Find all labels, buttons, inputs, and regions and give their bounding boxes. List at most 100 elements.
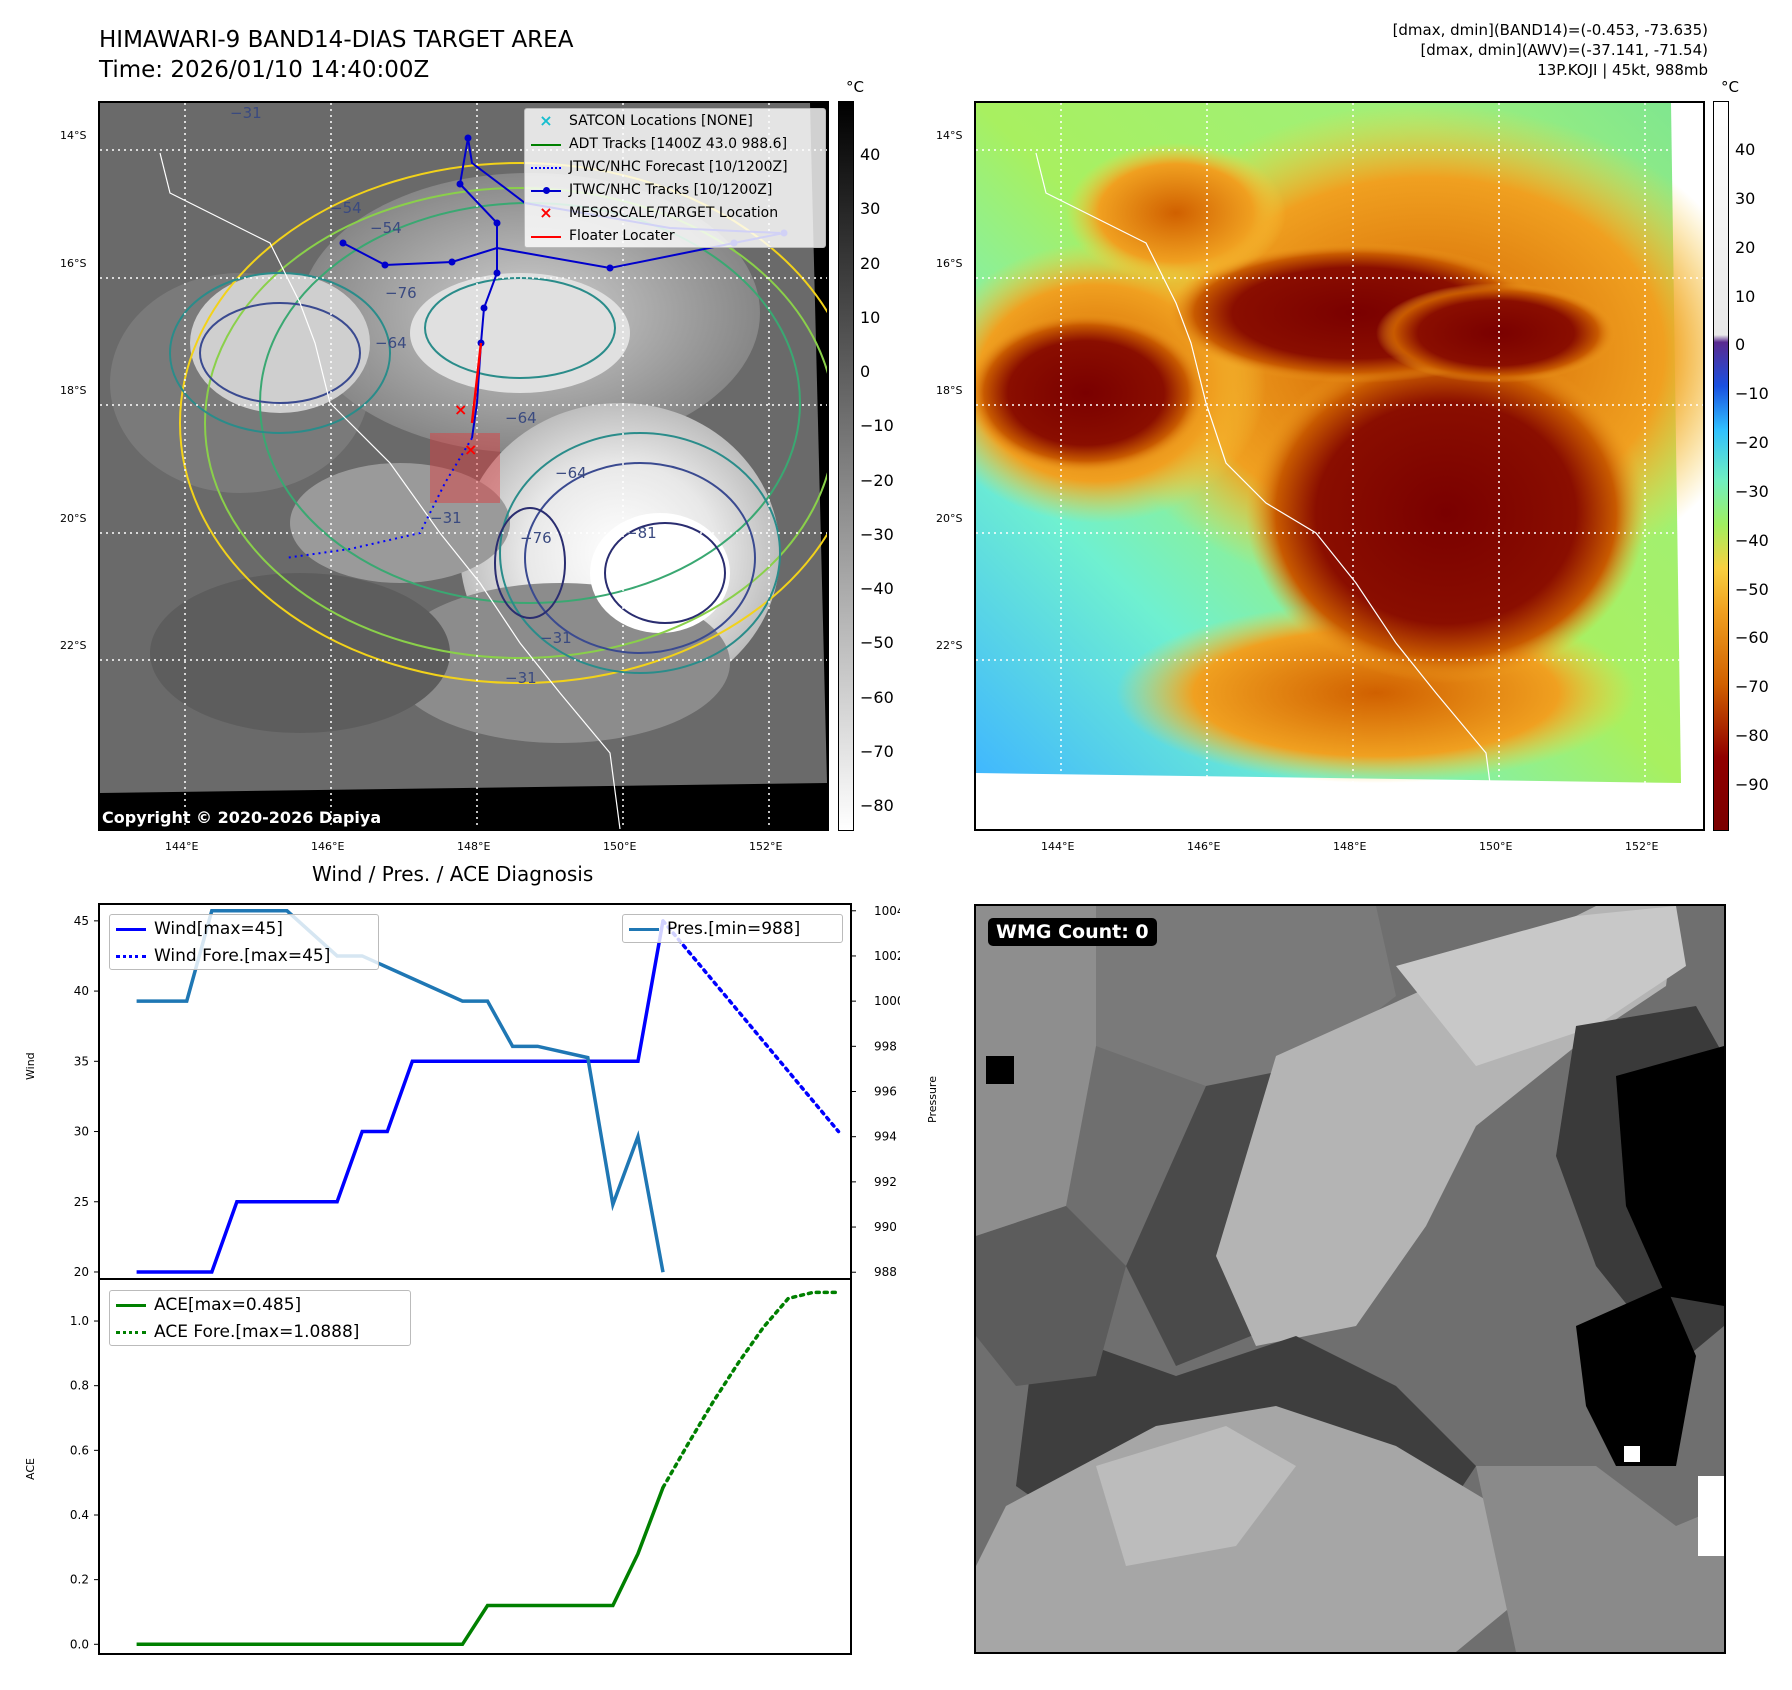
aceTicks-label: 0.2 <box>70 1573 89 1587</box>
ir-colorbar-tick: −70 <box>860 741 894 761</box>
ir-legend-item: ADT Tracks [1400Z 43.0 988.6] <box>525 132 825 155</box>
wind-legend-item: Wind[max=45] <box>110 915 378 942</box>
ir-legend-label: Floater Locater <box>569 227 675 244</box>
pressure-legend-item: Pres.[min=988] <box>623 915 842 942</box>
wind-legend: Wind[max=45] Wind Fore.[max=45] <box>109 914 379 970</box>
info-line-storm: 13P.KOJI | 45kt, 988mb <box>1537 61 1708 79</box>
presTicks-label: 996 <box>874 1085 897 1099</box>
ir-legend-swatch: × <box>539 202 553 222</box>
awv-colorbar-tick: −60 <box>1735 628 1769 648</box>
aceTicks-label: 0.0 <box>70 1637 89 1651</box>
pressure-series <box>136 909 665 1273</box>
aceSeries-line-0 <box>136 1486 665 1647</box>
contour-label: −64 <box>505 409 537 427</box>
contour-label-group: −31 −54 −54 −76 −64 −31 −81 −76 −64 −31 −31 −64 <box>230 104 657 687</box>
info-line-awv: [dmax, dmin](AWV)=(-37.141, -71.54) <box>1420 41 1708 59</box>
awv-colorbar-tick: −80 <box>1735 726 1769 746</box>
ir-legend-label: ADT Tracks [1400Z 43.0 988.6] <box>569 135 788 152</box>
ir-legend-swatch <box>531 166 561 169</box>
ir-legend-label: JTWC/NHC Tracks [10/1200Z] <box>569 181 773 198</box>
ir-map-image: × × −31 −54 −54 −76 −64 −31 −81 −76 −64 −31 −31 −64 <box>100 103 827 829</box>
wmg-panel <box>974 904 1726 1654</box>
presTicks-label: 1004 <box>874 904 900 918</box>
ir-colorbar-tick: −10 <box>860 416 894 436</box>
ir-colorbar-tick: 20 <box>860 253 881 273</box>
ace-legend-swatch <box>116 1304 146 1307</box>
ir-lat-label: 16°S <box>60 257 87 270</box>
aceTicks-label: 0.8 <box>70 1379 89 1393</box>
awv-lat-label: 16°S <box>936 257 963 270</box>
pressure-legend-swatch <box>629 928 659 931</box>
awv-lat-label: 22°S <box>936 639 963 652</box>
info-line-band14: [dmax, dmin](BAND14)=(-0.453, -73.635) <box>1392 21 1708 39</box>
awv-colorbar-unit: °C <box>1721 78 1739 96</box>
ir-legend-item: × SATCON Locations [NONE] <box>525 109 825 132</box>
info-block: [dmax, dmin](BAND14)=(-0.453, -73.635) [… <box>1393 20 1708 80</box>
awv-lat-label: 18°S <box>936 384 963 397</box>
ace-series <box>136 1290 841 1647</box>
diagnosis-title: Wind / Pres. / ACE Diagnosis <box>312 862 594 886</box>
ace-legend-label: ACE[max=0.485] <box>154 1294 302 1315</box>
contour-label: −76 <box>520 529 552 547</box>
ir-map-panel: × × −31 −54 −54 −76 −64 −31 −81 −76 −64 −31 −31 −64 <box>98 101 829 831</box>
presTicks-label: 988 <box>874 1265 897 1279</box>
ace-axis-label: ACE <box>24 1458 37 1480</box>
presTicks-label: 990 <box>874 1220 897 1234</box>
awv-colorbar-tick: 10 <box>1735 286 1756 306</box>
aceTicks-label: 0.6 <box>70 1443 89 1457</box>
presSeries-line-0 <box>136 909 665 1273</box>
windTicks-label: 35 <box>74 1054 89 1068</box>
ir-lon-label: 144°E <box>165 840 199 853</box>
awv-colorbar-tick: −90 <box>1735 775 1769 794</box>
awv-colorbar-tick: −10 <box>1735 384 1769 404</box>
wmg-image <box>976 906 1724 1652</box>
contour-label: −31 <box>505 669 537 687</box>
awv-map-image <box>976 103 1703 829</box>
windTicks-label: 40 <box>74 984 89 998</box>
ir-lon-label: 146°E <box>311 840 345 853</box>
windTicks-label: 20 <box>74 1265 89 1279</box>
awv-lon-label: 150°E <box>1479 840 1513 853</box>
ir-lat-label: 20°S <box>60 512 87 525</box>
wind-forecast-legend-swatch <box>116 955 146 958</box>
figure-title: HIMAWARI-9 BAND14-DIAS TARGET AREA <box>99 27 574 53</box>
ir-colorbar-tick: 0 <box>860 362 871 381</box>
awv-colorbar-tick: 0 <box>1735 335 1746 355</box>
wind-ticks: 20 25 30 35 40 45 <box>74 914 99 1279</box>
windTicks-label: 25 <box>74 1195 89 1209</box>
ace-legend: ACE[max=0.485] ACE Fore.[max=1.0888] <box>109 1290 411 1346</box>
awv-lon-label: 144°E <box>1041 840 1075 853</box>
ir-lat-label: 14°S <box>60 129 87 142</box>
ir-legend-swatch <box>531 235 561 238</box>
ir-colorbar-tick: −80 <box>860 796 894 815</box>
contour-label: −54 <box>330 199 362 217</box>
presTicks-label: 994 <box>874 1130 897 1144</box>
ir-colorbar-tick: −60 <box>860 687 894 707</box>
pressure-axis-label: Pressure <box>926 1076 939 1123</box>
wind-legend-label: Wind[max=45] <box>154 918 283 939</box>
aceTicks-label: 0.4 <box>70 1508 89 1522</box>
awv-lat-label: 20°S <box>936 512 963 525</box>
awv-colorbar-tick: −30 <box>1735 481 1769 501</box>
ir-legend-swatch: × <box>539 110 553 130</box>
awv-colorbar-tick: −50 <box>1735 579 1769 599</box>
ir-colorbar-tick: −20 <box>860 470 894 490</box>
wind-legend-swatch <box>116 928 146 931</box>
pressure-legend-label: Pres.[min=988] <box>667 918 801 939</box>
ir-colorbar-unit: °C <box>846 78 864 96</box>
ir-legend-label: JTWC/NHC Forecast [10/1200Z] <box>569 158 788 175</box>
ace-forecast-legend-item: ACE Fore.[max=1.0888] <box>110 1318 410 1345</box>
floater-locater-line <box>470 342 483 424</box>
contour-label: −31 <box>430 509 462 527</box>
ir-lon-label: 148°E <box>457 840 491 853</box>
pressure-legend: Pres.[min=988] <box>622 914 843 943</box>
windSeries-line-0 <box>136 920 665 1274</box>
contour-label: −54 <box>370 219 402 237</box>
ace-legend-item: ACE[max=0.485] <box>110 1291 410 1318</box>
ir-colorbar-tick: 10 <box>860 307 881 327</box>
ir-colorbar-tick: −50 <box>860 633 894 653</box>
aceSeries-line-1 <box>661 1290 841 1490</box>
target-marker-1: × <box>454 400 467 419</box>
